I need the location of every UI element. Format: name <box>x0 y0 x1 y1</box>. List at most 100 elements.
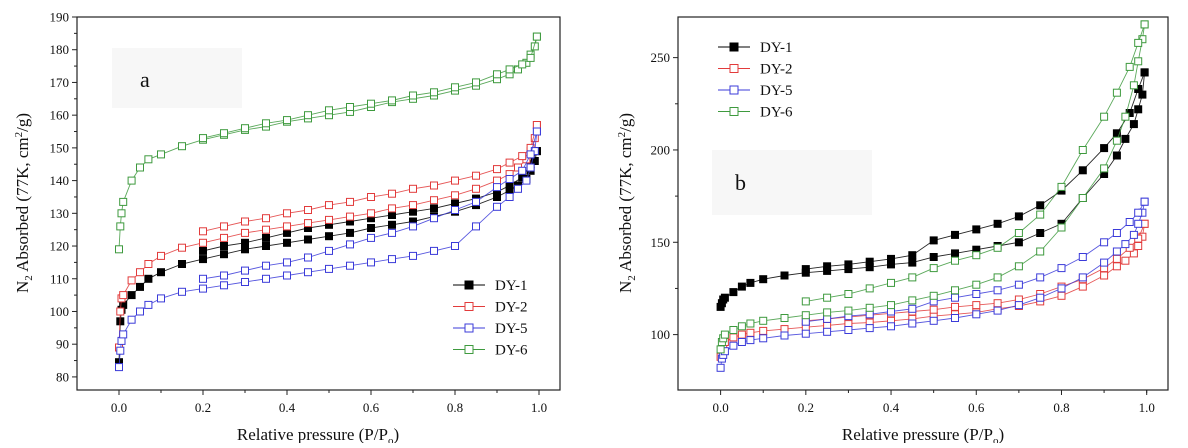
data-point <box>144 260 153 268</box>
data-point <box>346 228 354 237</box>
data-point <box>430 196 438 205</box>
data-point <box>1134 57 1143 66</box>
data-point <box>157 251 165 260</box>
data-point <box>388 255 396 264</box>
data-point <box>472 197 480 206</box>
data-point <box>119 330 128 339</box>
data-point <box>325 232 333 241</box>
data-point <box>972 280 981 289</box>
data-point <box>136 268 144 277</box>
series-line-adsorption <box>118 151 538 363</box>
data-point <box>157 294 165 303</box>
data-point <box>144 300 153 309</box>
panel-a-legend: DY-1 DY-2 DY-5 DY-6 <box>453 278 528 359</box>
data-point <box>929 236 938 245</box>
data-point <box>1134 242 1143 250</box>
data-point <box>262 214 270 223</box>
data-point <box>844 306 853 315</box>
data-point <box>199 238 207 247</box>
data-point <box>409 201 417 210</box>
data-point <box>241 217 249 226</box>
data-point <box>801 297 810 306</box>
panel-a-y-axis-label: N2 Absorbed (77K, cm2/g) <box>13 113 35 293</box>
data-point <box>178 287 186 296</box>
data-point <box>472 222 480 231</box>
legend-marker <box>729 42 739 52</box>
data-point <box>518 152 527 161</box>
data-point <box>117 336 126 345</box>
data-point <box>367 193 375 201</box>
data-point <box>283 222 291 231</box>
data-point <box>505 175 514 183</box>
data-point <box>325 215 333 224</box>
data-point <box>409 91 417 100</box>
data-point <box>1078 273 1087 282</box>
data-point <box>759 326 768 335</box>
series-line-desorption <box>202 131 538 280</box>
data-point <box>908 319 917 328</box>
data-point <box>451 199 459 208</box>
legend-label: DY-5 <box>495 321 528 337</box>
legend-item-dy-2: DY-2 <box>718 62 793 78</box>
data-point <box>1112 262 1121 271</box>
data-point <box>493 176 501 185</box>
panel-a-x-axis-label: Relative pressure (P/Po) <box>237 425 399 443</box>
data-point <box>1129 230 1138 239</box>
data-point <box>844 326 853 334</box>
x-tick-label: 0.6 <box>968 400 985 415</box>
data-point <box>929 291 938 300</box>
panel-a: a 0.0 0.2 0.4 0.6 0.8 1.0 80 90 100 110 120 130 140… <box>13 10 561 447</box>
data-point <box>1112 254 1121 263</box>
panel-b-label-background <box>712 150 872 215</box>
data-point <box>780 331 789 340</box>
panel-b-y-axis-label: N2 Absorbed (77K, cm2/g) <box>616 113 638 293</box>
y-tick-label: 100 <box>651 327 671 342</box>
data-point <box>367 209 375 218</box>
data-point <box>157 150 165 159</box>
data-point <box>865 324 874 333</box>
data-point <box>304 235 312 244</box>
y-tick-label: 80 <box>56 369 69 384</box>
data-point <box>178 243 186 252</box>
data-point <box>865 303 874 312</box>
data-point <box>388 211 396 219</box>
data-point <box>493 202 501 211</box>
data-point <box>1100 144 1109 153</box>
data-point <box>1014 212 1023 221</box>
data-point <box>127 276 136 285</box>
data-point <box>199 284 207 293</box>
y-tick-label: 160 <box>50 108 70 123</box>
data-point <box>283 258 291 267</box>
data-point <box>388 228 396 237</box>
data-point <box>304 253 312 262</box>
data-point <box>951 230 959 239</box>
data-point <box>262 233 270 242</box>
panel-b-x-ticks: 0.0 0.2 0.4 0.6 0.8 1.0 <box>712 390 1155 415</box>
data-point <box>522 176 531 185</box>
data-point <box>388 96 396 105</box>
data-point <box>1036 293 1045 302</box>
data-point <box>759 316 768 325</box>
x-tick-label: 0.6 <box>363 400 380 415</box>
x-tick-label: 0.8 <box>1053 400 1069 415</box>
y-tick-label: 180 <box>50 42 70 57</box>
x-tick-label: 0.4 <box>279 400 296 415</box>
data-point <box>993 273 1002 282</box>
data-point <box>844 260 853 269</box>
data-point <box>1036 273 1045 282</box>
data-point <box>746 278 755 287</box>
data-point <box>304 268 312 277</box>
x-tick-label: 1.0 <box>1139 400 1155 415</box>
data-point <box>136 163 144 172</box>
data-point <box>1125 218 1134 226</box>
legend-item-dy-6: DY-6 <box>453 343 528 359</box>
data-point <box>472 171 480 180</box>
data-point <box>1057 291 1066 300</box>
data-point <box>908 304 917 313</box>
series-dy-6 <box>716 20 1149 354</box>
y-tick-label: 200 <box>651 142 671 157</box>
data-point <box>1100 258 1109 267</box>
data-point <box>1121 240 1130 249</box>
data-point <box>1014 280 1023 289</box>
y-tick-label: 250 <box>651 50 671 65</box>
